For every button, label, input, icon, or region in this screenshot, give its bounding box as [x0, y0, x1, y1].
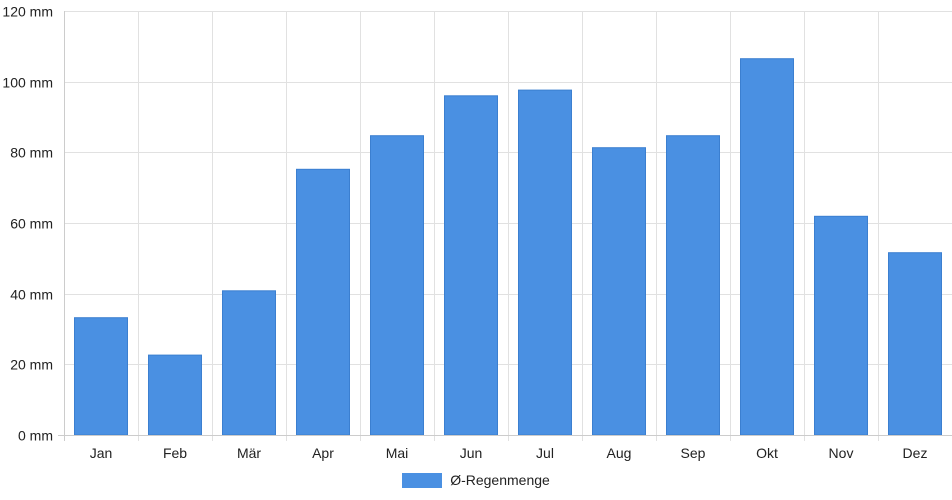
bar-jun — [444, 95, 498, 436]
bar-sep — [666, 135, 720, 436]
legend-swatch — [402, 472, 443, 488]
y-tick-label: 80 mm — [10, 145, 53, 161]
x-tick-label: Sep — [681, 445, 706, 461]
y-axis-tick-labels: 0 mm 20 mm 40 mm 60 mm 80 mm 100 mm 120 mm — [2, 4, 53, 444]
bar-nov — [814, 215, 868, 436]
legend-label: Ø-Regenmenge — [450, 472, 550, 488]
x-tick-label: Nov — [829, 445, 854, 461]
x-tick-label: Mär — [237, 445, 261, 461]
bar-aug — [592, 147, 646, 436]
bar-mär — [222, 290, 276, 436]
y-tick-label: 40 mm — [10, 287, 53, 303]
bar-jan — [74, 317, 128, 436]
x-tick-label: Aug — [607, 445, 632, 461]
x-tick-label: Feb — [163, 445, 187, 461]
legend[interactable]: Ø-Regenmenge — [0, 472, 952, 488]
x-tick-label: Jun — [460, 445, 483, 461]
bar-okt — [740, 58, 794, 436]
y-tick-label: 60 mm — [10, 216, 53, 232]
y-tick-label: 120 mm — [2, 4, 53, 20]
bar-apr — [296, 168, 350, 436]
x-tick-label: Jul — [536, 445, 554, 461]
bar-feb — [148, 354, 202, 436]
grid-lines — [64, 11, 952, 441]
bars — [74, 58, 942, 436]
x-tick-label: Jan — [90, 445, 113, 461]
axes — [58, 11, 952, 441]
y-tick-label: 0 mm — [18, 428, 53, 444]
x-axis-tick-labels: Jan Feb Mär Apr Mai Jun Jul Aug Sep Okt Nov Dez — [90, 445, 928, 461]
x-tick-label: Okt — [756, 445, 778, 461]
y-tick-label: 20 mm — [10, 357, 53, 373]
bar-mai — [370, 135, 424, 436]
bar-jul — [518, 89, 572, 436]
y-tick-label: 100 mm — [2, 75, 53, 91]
x-tick-label: Dez — [903, 445, 928, 461]
x-tick-label: Apr — [312, 445, 334, 461]
bar-dez — [888, 252, 942, 436]
x-tick-label: Mai — [386, 445, 409, 461]
